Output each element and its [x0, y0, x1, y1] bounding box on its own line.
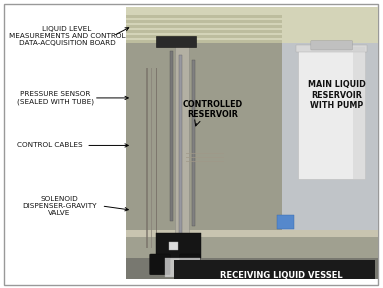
Bar	[126, 7, 378, 45]
Bar	[126, 7, 378, 279]
Bar	[169, 242, 178, 250]
Bar	[126, 257, 378, 279]
Text: LIQUID LEVEL
MEASUREMENTS AND CONTROL
DATA-ACQUISITION BOARD: LIQUID LEVEL MEASUREMENTS AND CONTROL DA…	[9, 26, 125, 46]
Bar	[126, 30, 282, 33]
Bar	[126, 43, 290, 233]
Text: MAIN LIQUID
RESERVOIR
WITH PUMP: MAIN LIQUID RESERVOIR WITH PUMP	[308, 80, 366, 110]
Bar	[175, 45, 188, 234]
Text: RECEIVING LIQUID VESSEL: RECEIVING LIQUID VESSEL	[220, 270, 343, 280]
FancyBboxPatch shape	[180, 254, 200, 275]
Bar	[192, 60, 195, 226]
Bar	[126, 40, 282, 43]
Bar	[165, 257, 200, 277]
Bar	[156, 233, 201, 257]
Bar	[156, 36, 196, 47]
Bar	[277, 215, 295, 229]
Bar	[186, 161, 224, 162]
Text: PRESSURE SENSOR
(SEALED WITH TUBE): PRESSURE SENSOR (SEALED WITH TUBE)	[17, 91, 94, 105]
Bar	[174, 260, 375, 279]
Text: SOLENOID
DISPENSER-GRAVITY
VALVE: SOLENOID DISPENSER-GRAVITY VALVE	[22, 196, 97, 216]
FancyBboxPatch shape	[150, 254, 170, 275]
Bar	[151, 68, 152, 248]
Bar	[126, 35, 282, 38]
Bar	[296, 45, 367, 52]
Bar	[126, 25, 282, 28]
Bar	[186, 157, 224, 158]
Bar	[126, 230, 378, 237]
Bar	[186, 153, 224, 154]
Bar	[126, 15, 282, 18]
Bar	[126, 237, 378, 257]
Text: CONTROL CABLES: CONTROL CABLES	[17, 143, 83, 148]
Bar	[282, 43, 378, 233]
FancyBboxPatch shape	[311, 41, 352, 50]
Bar	[353, 47, 365, 179]
Bar	[146, 68, 148, 248]
Text: CONTROLLED
RESERVOIR: CONTROLLED RESERVOIR	[183, 100, 242, 119]
Bar	[179, 55, 182, 234]
Bar	[156, 68, 157, 248]
Bar	[170, 51, 173, 221]
Bar	[298, 47, 365, 179]
Bar	[126, 20, 282, 23]
